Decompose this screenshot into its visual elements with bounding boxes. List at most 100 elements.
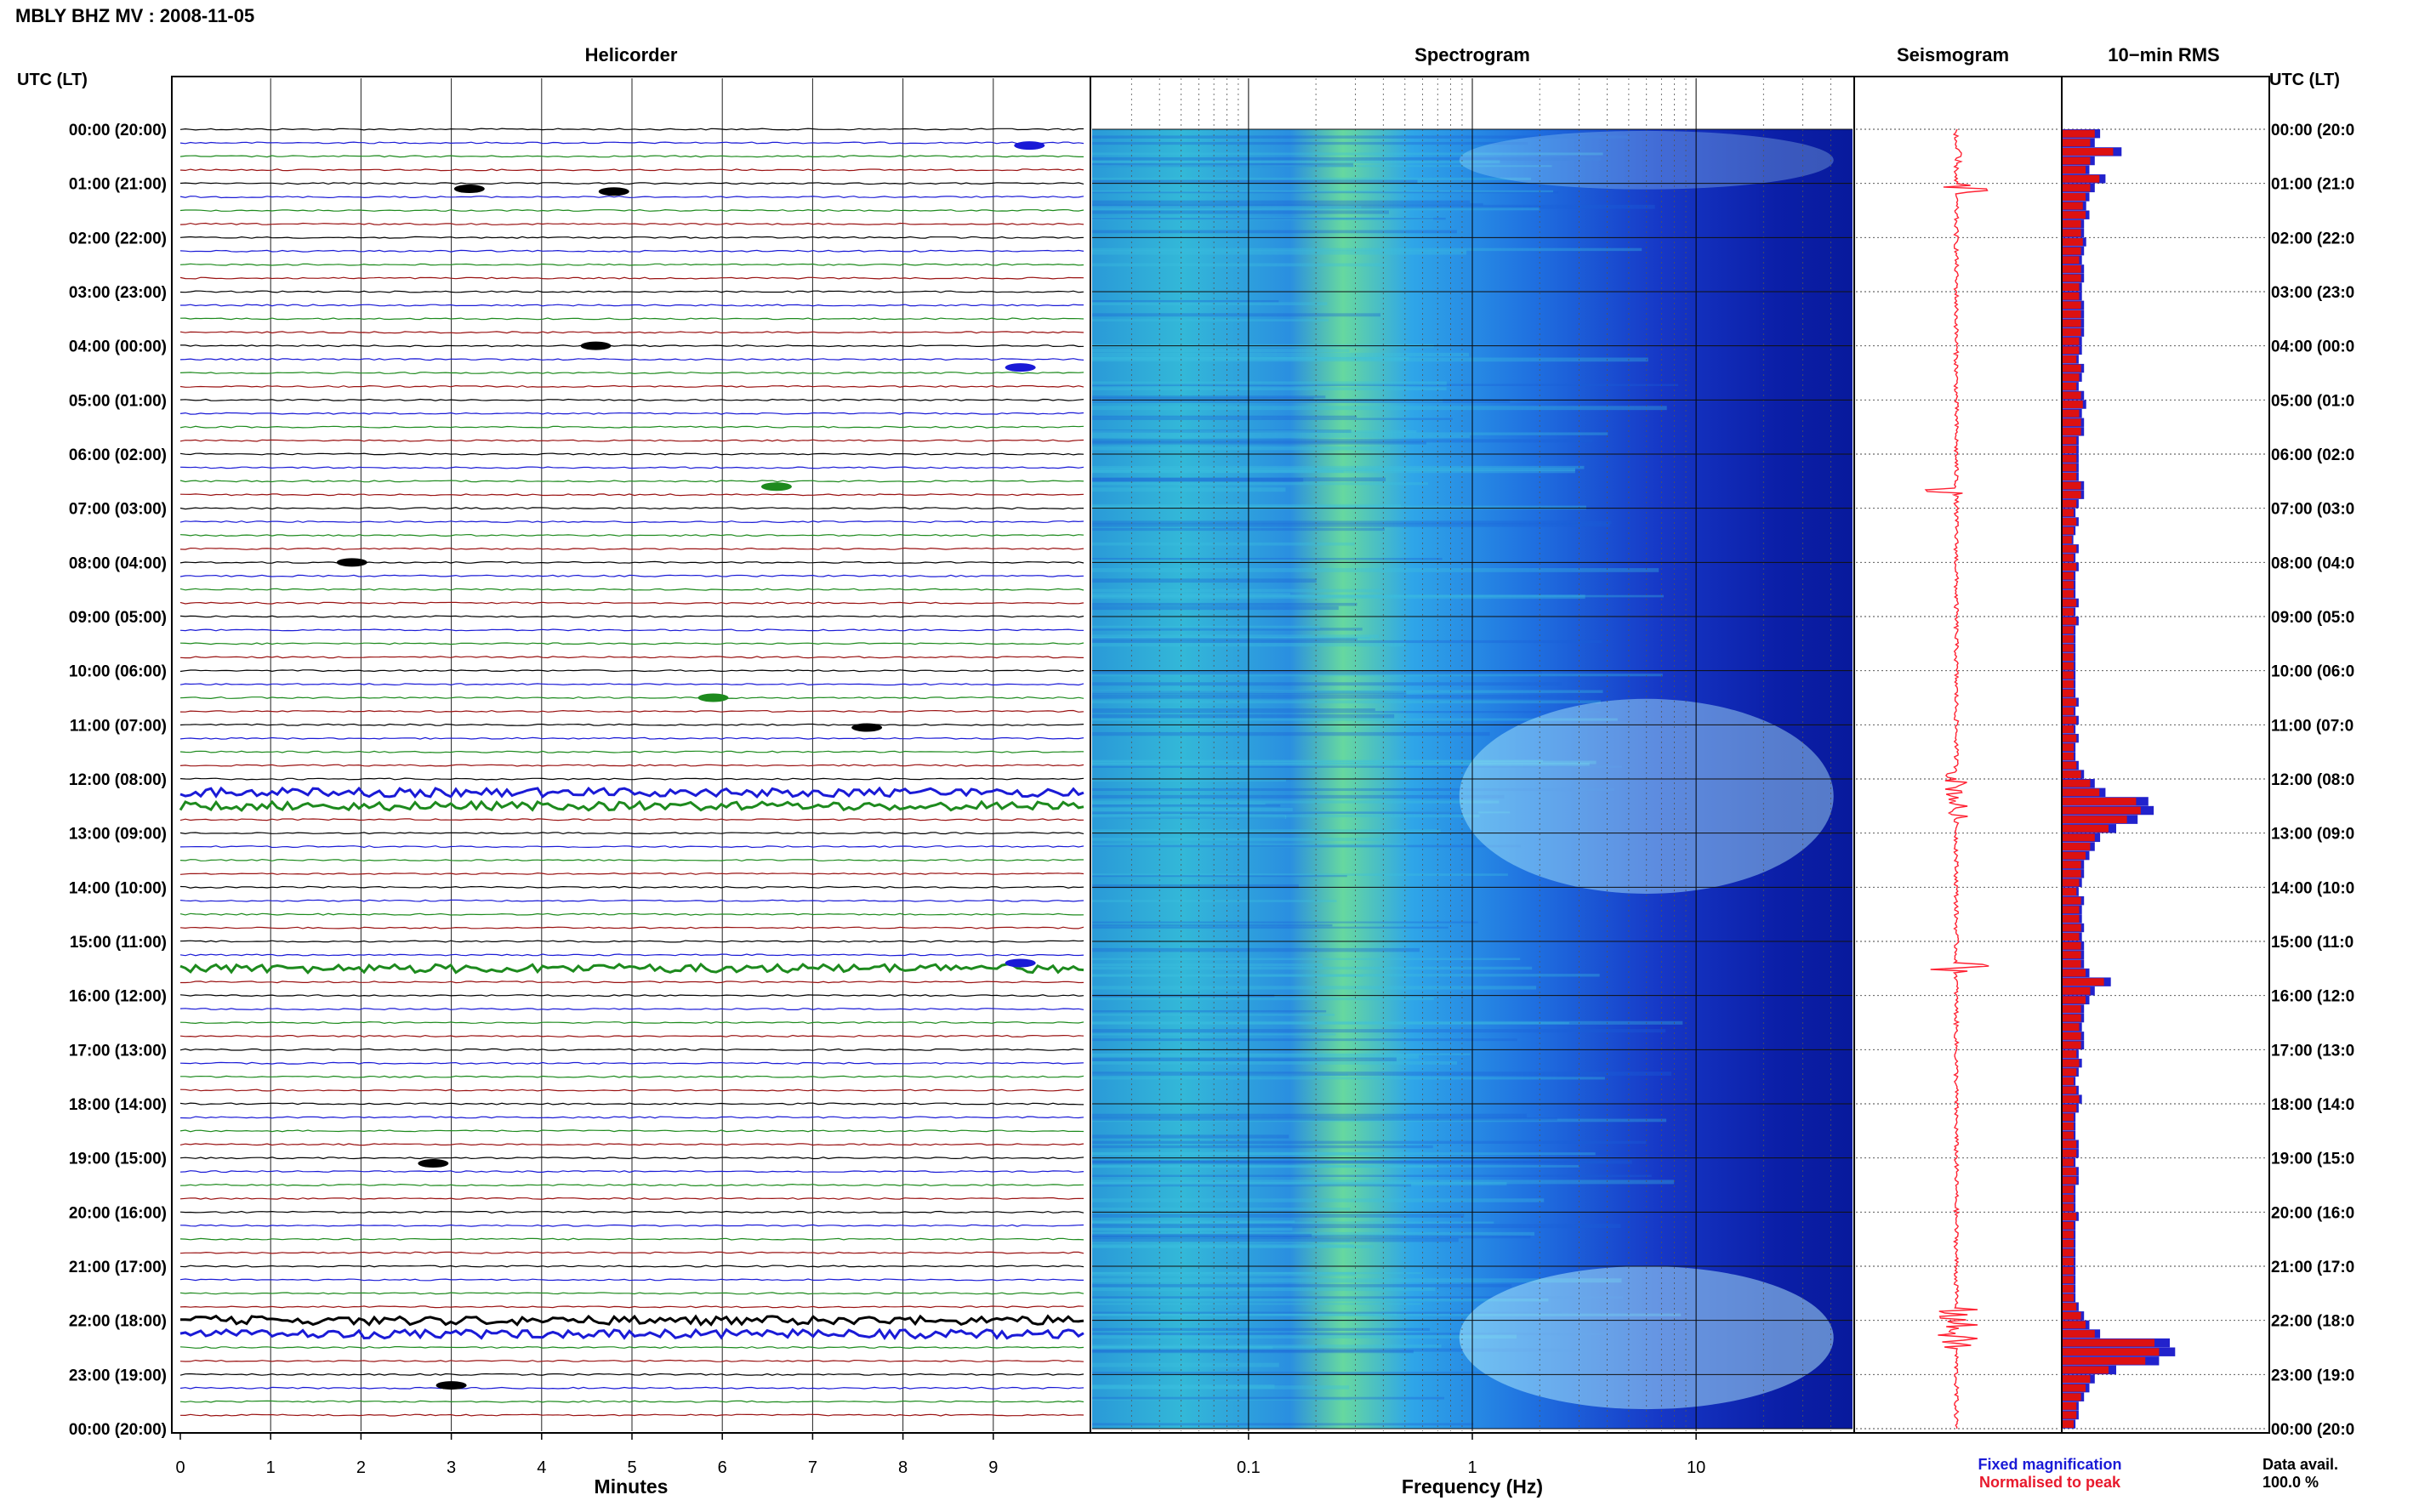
rms-bar-normalised: [2063, 310, 2081, 318]
time-label-left: 00:00 (20:00): [69, 1421, 167, 1439]
time-label-left: 10:00 (06:00): [69, 663, 167, 681]
helicorder-trace-line: [179, 263, 1084, 266]
spectrogram-stripe: [1092, 1313, 1682, 1316]
helicorder-event: [697, 693, 729, 702]
helicorder-event: [1005, 363, 1036, 372]
time-label-right: 08:00 (04:0: [2271, 554, 2354, 572]
helicorder-trace-line: [179, 1413, 1084, 1417]
helicorder-x-axis: 0 1 2 3 4 5 6 7 8 9: [175, 1433, 998, 1477]
helicorder-trace-line: [179, 574, 1084, 577]
rms-bar-normalised: [2063, 554, 2074, 562]
spectrogram-stripe: [1092, 179, 1418, 184]
rms-bar-normalised: [2063, 436, 2077, 445]
rms-bar-normalised: [2063, 229, 2081, 237]
spectrogram-stripe: [1092, 482, 1428, 486]
spectrogram-stripe: [1092, 1348, 1580, 1352]
spectrogram-panel: 0.1 1 10 Frequency (Hz): [1090, 76, 1855, 1498]
helicorder-trace-line: [179, 317, 1084, 321]
spectrogram-stripe: [1092, 469, 1575, 474]
rms-bar-normalised: [2063, 446, 2077, 453]
helicorder-event: [453, 185, 485, 194]
helicorder-event: [418, 1159, 449, 1168]
time-label-left: 20:00 (16:00): [69, 1204, 167, 1222]
helicorder-panel: 0 1 2 3 4 5 6 7 8 9 Minutes: [171, 76, 1091, 1498]
rms-bar-normalised: [2063, 418, 2081, 427]
spectrogram-x-tick-label: 0.1: [1237, 1458, 1261, 1477]
spectrogram-x-tick-label: 10: [1687, 1458, 1705, 1477]
spectrogram-stripe: [1092, 160, 1500, 163]
rms-bar-normalised: [2063, 1339, 2154, 1347]
time-label-left: 14:00 (10:00): [69, 879, 167, 897]
spectrogram-stripe: [1092, 439, 1593, 443]
helicorder-trace-line: [179, 1265, 1084, 1268]
helicorder-trace-line: [179, 466, 1084, 469]
spectrogram-stripe: [1092, 815, 1287, 819]
spectrogram-stripe: [1092, 1033, 1336, 1036]
right-time-axis: 00:00 (20:0 01:00 (21:0 02:00 (22:0 03:00 (…: [2271, 122, 2354, 1439]
rms-bar-normalised: [2063, 1014, 2081, 1022]
spectrogram-stripe: [1092, 1238, 1459, 1242]
time-label-right: 18:00 (14:0: [2271, 1096, 2354, 1114]
spectrogram-stripe: [1092, 406, 1667, 411]
helicorder-trace-line: [179, 642, 1084, 645]
helicorder-x-tick-label: 5: [627, 1458, 636, 1477]
spectrogram-stripe: [1092, 441, 1426, 445]
spectrogram-stripe: [1092, 803, 1266, 805]
seismogram-panel: [1853, 76, 2063, 1434]
rms-bar-normalised: [2063, 1321, 2086, 1329]
rms-bar-normalised: [2063, 662, 2074, 670]
rms-bar-normalised: [2063, 788, 2100, 797]
time-label-right: 03:00 (23:0: [2271, 284, 2354, 302]
helicorder-trace-line: [179, 168, 1084, 172]
spectrogram-stripe: [1092, 636, 1371, 640]
spectrogram-stripe: [1092, 558, 1443, 560]
spectrogram-stripe: [1092, 578, 1317, 583]
spectrogram-stripe: [1092, 1231, 1535, 1236]
spectrogram-stripe: [1092, 542, 1355, 546]
spectrogram-stripe: [1092, 759, 1543, 762]
time-label-right: 11:00 (07:0: [2271, 717, 2354, 735]
rms-bar-normalised: [2063, 544, 2077, 553]
helicorder-trace-line: [179, 384, 1084, 388]
spectrogram-stripe: [1092, 204, 1655, 209]
rms-bar-normalised: [2063, 824, 2109, 833]
rms-bar-normalised: [2063, 843, 2091, 850]
spectrogram-stripe: [1092, 1350, 1414, 1354]
spectrogram-stripe: [1092, 505, 1586, 510]
spectrogram-stripe: [1092, 559, 1301, 561]
helicorder-event: [1005, 958, 1036, 968]
time-label-left: 07:00 (03:00): [69, 501, 167, 519]
rms-bar-normalised: [2063, 986, 2091, 995]
rms-bar-normalised: [2063, 941, 2081, 950]
rms-bar-normalised: [2063, 1077, 2074, 1085]
spectrogram-stripe: [1092, 1423, 1474, 1426]
rms-bar-normalised: [2063, 1203, 2074, 1212]
helicorder-trace-line: [179, 560, 1084, 564]
rms-bar-normalised: [2063, 571, 2074, 580]
spectrogram-stripe: [1092, 794, 1505, 799]
spectrogram-stripe: [1092, 1396, 1445, 1400]
helicorder-trace-line: [179, 1061, 1084, 1065]
rms-bar-normalised: [2063, 743, 2074, 752]
rms-bar-normalised: [2063, 1384, 2086, 1392]
spectrogram-stripe: [1092, 247, 1642, 252]
spectrogram-stripe: [1092, 829, 1441, 833]
time-label-left: 09:00 (05:00): [69, 609, 167, 627]
utc-lt-left-label: UTC (LT): [17, 71, 88, 89]
helicorder-event: [336, 558, 367, 567]
rms-bar-normalised: [2063, 491, 2081, 499]
spectrogram-stripe: [1092, 1054, 1420, 1059]
rms-bar-normalised: [2063, 978, 2104, 986]
rms-bar-normalised: [2063, 509, 2074, 517]
time-label-right: 10:00 (06:0: [2271, 663, 2354, 681]
spectrogram-stripe: [1092, 1057, 1397, 1061]
rms-bar-normalised: [2063, 960, 2081, 968]
spectrogram-stripe: [1092, 1174, 1652, 1177]
rms-bar-normalised: [2063, 1366, 2109, 1374]
spectrogram-stripe: [1092, 694, 1574, 699]
spectrogram-stripe: [1092, 884, 1299, 889]
spectrogram-stripe: [1092, 1334, 1517, 1339]
spectrogram-stripe: [1092, 926, 1449, 929]
spectrogram-stripe: [1092, 162, 1354, 168]
spectrogram-stripe: [1092, 1226, 1293, 1231]
